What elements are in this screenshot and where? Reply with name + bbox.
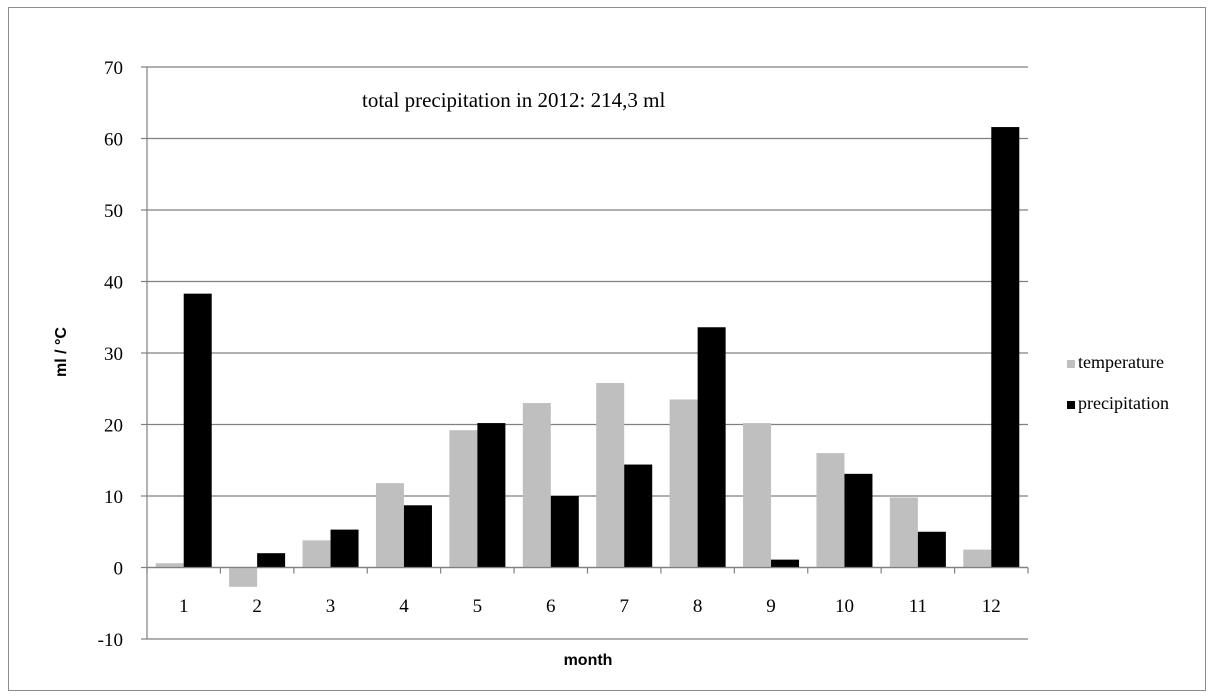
bar-temperature-7: [596, 383, 625, 568]
chart-annotation: total precipitation in 2012: 214,3 ml: [362, 88, 665, 112]
bar-precipitation-10: [844, 473, 873, 568]
x-tick-label: 8: [693, 596, 703, 617]
bar-precipitation-3: [330, 529, 359, 568]
bar-temperature-1: [155, 563, 184, 568]
x-tick-label: 11: [909, 596, 927, 617]
bar-precipitation-11: [917, 531, 946, 568]
bar-precipitation-12: [991, 127, 1020, 568]
bar-precipitation-8: [697, 327, 726, 568]
bar-temperature-2: [229, 567, 258, 587]
bar-precipitation-5: [477, 423, 506, 568]
y-tick-label: 60: [104, 130, 123, 151]
y-tick-label: 30: [104, 344, 123, 365]
y-tick-label: 70: [104, 58, 123, 79]
y-tick-label: 40: [104, 273, 123, 294]
bars: [155, 127, 1020, 587]
bar-temperature-10: [816, 453, 845, 568]
x-axis-title: month: [564, 652, 613, 669]
bar-temperature-9: [743, 423, 772, 568]
y-tick-label: 50: [104, 201, 123, 222]
y-tick-labels: -10 0 10 20 30 40 50 60 70: [98, 58, 123, 651]
x-tick-label: 6: [546, 596, 556, 617]
y-tick-label: 20: [104, 416, 123, 437]
x-tick-label: 4: [399, 596, 409, 617]
legend-swatch-precipitation: [1067, 401, 1075, 409]
bar-temperature-11: [889, 497, 918, 568]
bar-precipitation-6: [550, 496, 579, 568]
y-tick-label: 0: [114, 559, 124, 580]
bar-temperature-4: [375, 483, 404, 568]
x-tick-label: 2: [252, 596, 262, 617]
bar-temperature-8: [669, 399, 698, 568]
legend: temperature precipitation: [1067, 352, 1169, 413]
x-tick-label: 7: [619, 596, 629, 617]
bar-precipitation-9: [771, 559, 800, 568]
bar-precipitation-7: [624, 464, 653, 568]
bar-precipitation-1: [183, 293, 212, 568]
x-tick-label: 9: [766, 596, 776, 617]
x-tick-label: 10: [835, 596, 854, 617]
legend-label-temperature: temperature: [1078, 352, 1164, 372]
x-tick-label: 1: [179, 596, 189, 617]
bar-precipitation-2: [257, 553, 286, 568]
y-tick-label: -10: [98, 630, 123, 651]
legend-label-precipitation: precipitation: [1078, 393, 1169, 413]
x-tick-labels: 1 2 3 4 5 6 7 8 9 10 11 12: [179, 596, 1001, 617]
legend-swatch-temperature: [1067, 360, 1075, 368]
y-axis-title: ml / °C: [53, 327, 70, 377]
axes: [141, 66, 1029, 640]
x-tick-label: 5: [473, 596, 483, 617]
bar-temperature-12: [963, 549, 992, 568]
bar-temperature-3: [302, 540, 331, 568]
x-tick-label: 12: [982, 596, 1001, 617]
y-tick-label: 10: [104, 487, 123, 508]
bar-temperature-6: [522, 403, 551, 568]
bar-precipitation-4: [403, 505, 432, 568]
bar-temperature-5: [449, 430, 478, 568]
x-tick-label: 3: [326, 596, 336, 617]
